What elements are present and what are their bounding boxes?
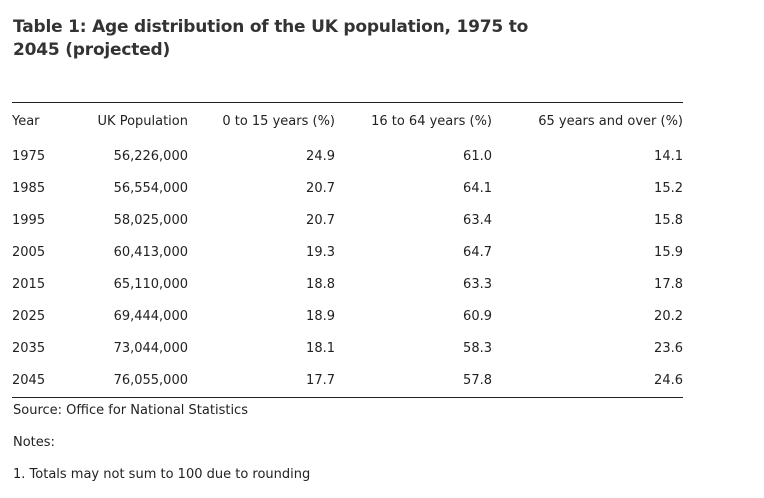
cell-year: 2005: [12, 245, 46, 260]
cell-0-to-15: 20.7: [306, 213, 335, 228]
cell-population: 69,444,000: [113, 309, 188, 324]
table-row: 2035 73,044,000 18.1 58.3 23.6: [12, 333, 683, 365]
header-16-to-64: 16 to 64 years (%): [371, 114, 492, 130]
header-year: Year: [12, 114, 40, 130]
cell-0-to-15: 17.7: [306, 373, 335, 388]
cell-0-to-15: 18.9: [306, 309, 335, 324]
cell-population: 65,110,000: [113, 277, 188, 292]
cell-65-and-over: 20.2: [654, 309, 683, 324]
cell-16-to-64: 64.7: [463, 245, 492, 260]
cell-population: 56,554,000: [113, 181, 188, 196]
header-row: Year UK Population 0 to 15 years (%) 16 …: [12, 103, 683, 141]
cell-65-and-over: 15.8: [654, 213, 683, 228]
table-row: 2045 76,055,000 17.7 57.8 24.6: [12, 365, 683, 397]
cell-16-to-64: 58.3: [463, 341, 492, 356]
cell-65-and-over: 15.2: [654, 181, 683, 196]
cell-population: 73,044,000: [113, 341, 188, 356]
cell-year: 1975: [12, 149, 46, 164]
cell-year: 2025: [12, 309, 46, 324]
cell-0-to-15: 20.7: [306, 181, 335, 196]
table-row: 2005 60,413,000 19.3 64.7 15.9: [12, 237, 683, 269]
source-note: Source: Office for National Statistics: [13, 403, 248, 418]
cell-0-to-15: 18.1: [306, 341, 335, 356]
cell-65-and-over: 24.6: [654, 373, 683, 388]
cell-0-to-15: 19.3: [306, 245, 335, 260]
cell-16-to-64: 63.3: [463, 277, 492, 292]
table-body: 1975 56,226,000 24.9 61.0 14.1 1985 56,5…: [12, 141, 683, 397]
cell-65-and-over: 17.8: [654, 277, 683, 292]
cell-16-to-64: 63.4: [463, 213, 492, 228]
cell-0-to-15: 18.8: [306, 277, 335, 292]
header-0-to-15: 0 to 15 years (%): [222, 114, 335, 130]
table-row: 1975 56,226,000 24.9 61.0 14.1: [12, 141, 683, 173]
cell-year: 2035: [12, 341, 46, 356]
cell-0-to-15: 24.9: [306, 149, 335, 164]
note-item: 1. Totals may not sum to 100 due to roun…: [13, 467, 311, 482]
cell-16-to-64: 64.1: [463, 181, 492, 196]
notes-heading: Notes:: [13, 435, 55, 450]
cell-population: 58,025,000: [113, 213, 188, 228]
table-row: 1985 56,554,000 20.7 64.1 15.2: [12, 173, 683, 205]
header-uk-population: UK Population: [97, 114, 188, 130]
population-table: Year UK Population 0 to 15 years (%) 16 …: [12, 102, 683, 398]
cell-year: 2045: [12, 373, 46, 388]
cell-16-to-64: 57.8: [463, 373, 492, 388]
cell-population: 60,413,000: [113, 245, 188, 260]
table-row: 1995 58,025,000 20.7 63.4 15.8: [12, 205, 683, 237]
cell-year: 1995: [12, 213, 46, 228]
cell-population: 76,055,000: [113, 373, 188, 388]
cell-65-and-over: 15.9: [654, 245, 683, 260]
table-row: 2015 65,110,000 18.8 63.3 17.8: [12, 269, 683, 301]
table-row: 2025 69,444,000 18.9 60.9 20.2: [12, 301, 683, 333]
cell-16-to-64: 61.0: [463, 149, 492, 164]
table-title: Table 1: Age distribution of the UK popu…: [13, 17, 529, 60]
cell-65-and-over: 23.6: [654, 341, 683, 356]
cell-population: 56,226,000: [113, 149, 188, 164]
cell-year: 1985: [12, 181, 46, 196]
header-65-and-over: 65 years and over (%): [538, 114, 683, 130]
cell-16-to-64: 60.9: [463, 309, 492, 324]
cell-year: 2015: [12, 277, 46, 292]
cell-65-and-over: 14.1: [654, 149, 683, 164]
table-header: Year UK Population 0 to 15 years (%) 16 …: [12, 102, 683, 141]
